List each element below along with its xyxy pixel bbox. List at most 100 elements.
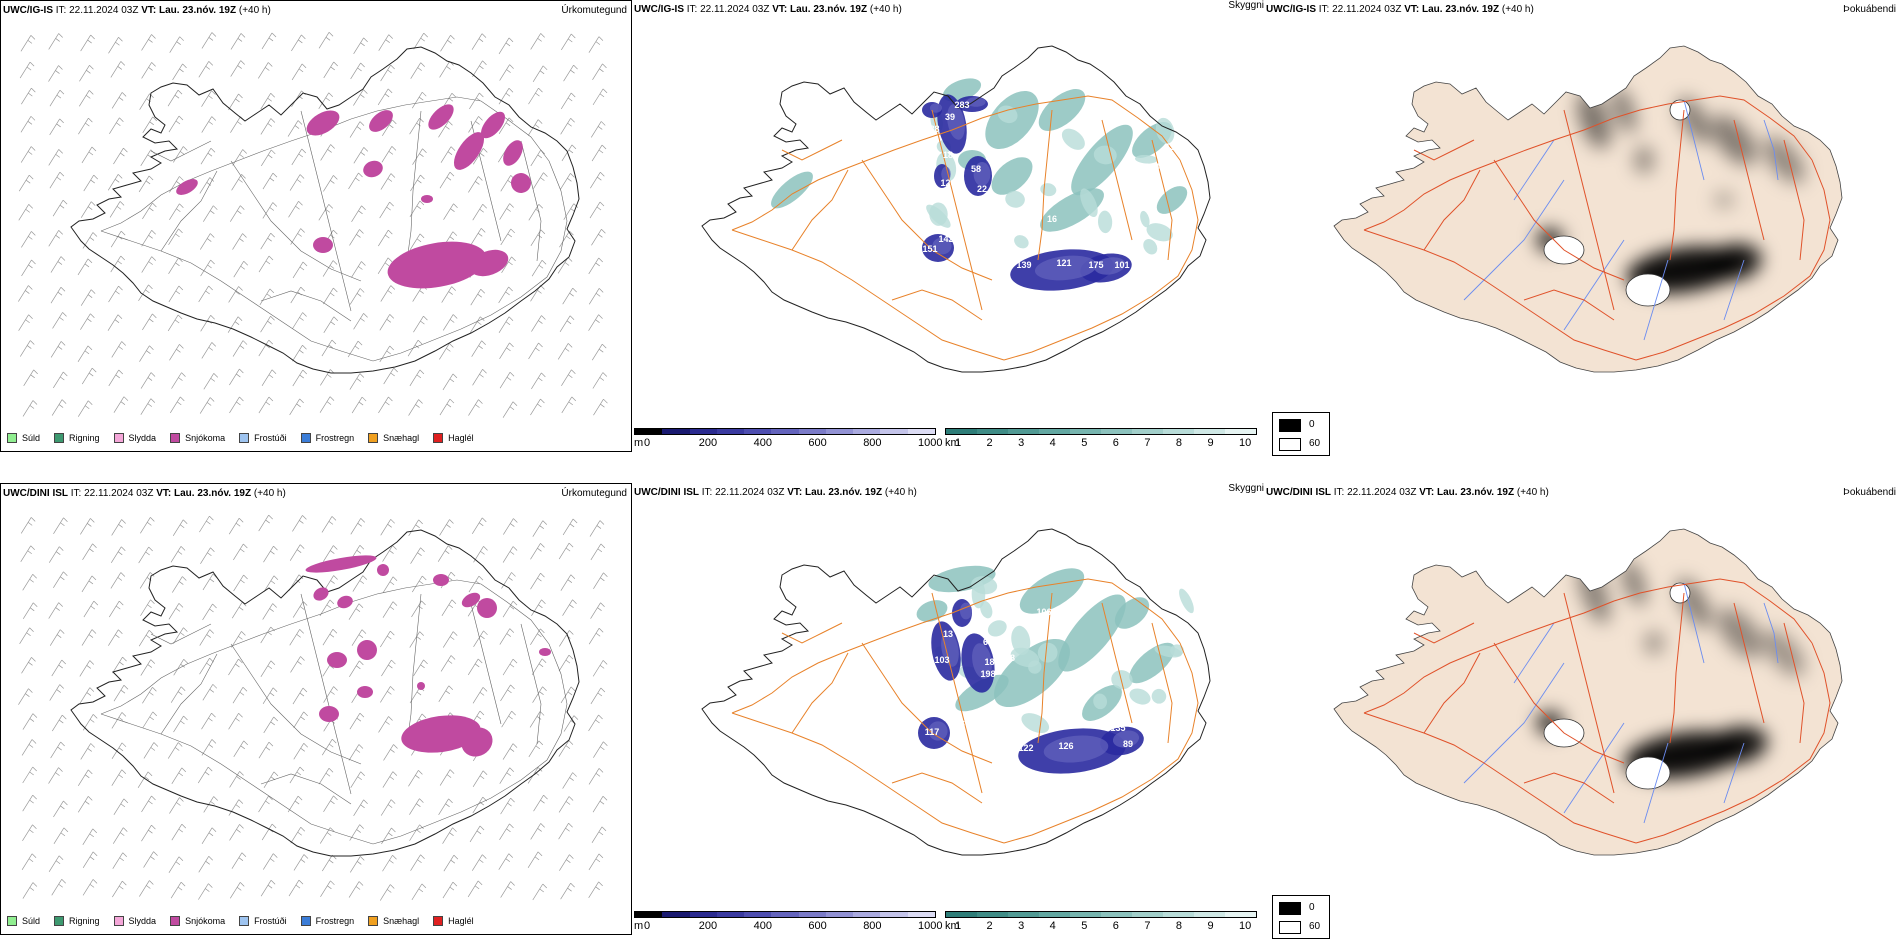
cloudbase-label: 488 — [924, 124, 939, 134]
precip-legend-swatch — [368, 433, 379, 443]
precip-legend-label: Slydda — [128, 433, 157, 443]
colorbar-tick-label: 1000 — [918, 920, 943, 932]
precip-legend-swatch — [170, 433, 181, 443]
precip-legend-item: Haglél — [433, 916, 474, 926]
cloud-visibility-map: 106 13 67 103 78 183 198 155 117 16 122 126 135 89 529 — [701, 528, 1211, 856]
fog-panel: UWC/IG-IS IT: 22.11.2024 03Z VT: Lau. 23… — [1264, 0, 1900, 452]
colorbar-unit: km — [945, 437, 960, 449]
cloudbase-label: 126 — [1058, 741, 1073, 751]
panel-title-fog: Þokuábendi — [1843, 4, 1896, 15]
cloudbase-label: 18 — [943, 150, 953, 160]
cloudbase-label: 142 — [938, 234, 953, 244]
precip-legend-item: Snjókoma — [170, 433, 225, 443]
fog-areas — [1536, 560, 1805, 779]
precip-legend-swatch — [7, 433, 17, 443]
model-name: UWC/DINI ISL — [634, 487, 699, 498]
cloudbase-label: 67 — [983, 637, 993, 647]
precip-legend: Súld Rigning Slydda Snjókoma Frostúði Frostre… — [7, 916, 488, 926]
panel-title-fog: Þokuábendi — [1843, 487, 1896, 498]
cloudbase-label: 139 — [1016, 260, 1031, 270]
iceland-outline — [70, 46, 580, 374]
precip-legend-swatch — [113, 433, 124, 443]
panel-header: UWC/DINI ISL IT: 22.11.2024 03Z VT: Lau.… — [634, 487, 917, 498]
lead-time: (+40 h) — [869, 4, 902, 15]
it-value: 22.11.2024 03Z — [69, 5, 142, 16]
cloudbase-label: 16 — [955, 719, 965, 729]
precip-type-map — [18, 32, 608, 418]
precip-legend-label: Snæhagl — [383, 433, 420, 443]
precip-legend-label: Frostúði — [254, 916, 287, 926]
cloudbase-label: 529 — [1062, 773, 1077, 783]
cloudbase-label: 122 — [1018, 743, 1033, 753]
vt-value: Lau. 23.nóv. 19Z — [790, 4, 868, 15]
precip-legend-item: Rigning — [54, 433, 100, 443]
panel-header: UWC/IG-IS IT: 22.11.2024 03Z VT: Lau. 23… — [3, 5, 271, 16]
colorbar-unit: km — [945, 920, 960, 932]
cloudbase-colorbar: m 0 200 400 600 800 1000 — [632, 911, 942, 935]
colorbar-tick-label: 3 — [1018, 920, 1025, 932]
cloud-visibility-panel: 283 39 488 18 58 120 22 254 434 16 142 151 139 121 175… — [632, 0, 1264, 452]
fog-legend: 0 60 — [1272, 412, 1330, 456]
fog-panel: UWC/DINI ISL IT: 22.11.2024 03Z VT: Lau.… — [1264, 483, 1900, 935]
cloudbase-labels: 106 13 67 103 78 183 198 155 117 16 122 126 135 89 529 — [925, 607, 1133, 783]
vt-value: Lau. 23.nóv. 19Z — [1422, 4, 1500, 15]
cloudbase-label: 120 — [940, 178, 955, 188]
precip-legend-item: Snjókoma — [170, 916, 225, 926]
it-label: IT: — [701, 487, 713, 498]
cloudbase-colorbar: m 0 200 400 600 800 1000 — [632, 428, 942, 452]
fog-legend-swatch-0 — [1279, 902, 1301, 915]
precip-type-panel: UWC/IG-IS IT: 22.11.2024 03Z VT: Lau. 23… — [0, 0, 632, 452]
precip-legend-label: Snjókoma — [185, 433, 226, 443]
precip-legend-label: Frostúði — [254, 433, 287, 443]
road-network — [1363, 95, 1831, 361]
colorbar-gradient — [945, 428, 1257, 435]
lead-time: (+40 h) — [1516, 487, 1549, 498]
precip-legend-swatch — [433, 433, 444, 443]
land-area — [1334, 46, 1842, 372]
forecast-row: UWC/DINI ISL IT: 22.11.2024 03Z VT: Lau.… — [0, 483, 1900, 950]
cloudbase-label: 183 — [984, 657, 999, 667]
cloudbase-label: 753 — [1058, 292, 1073, 302]
visibility-areas — [771, 78, 1188, 255]
fog-map — [1333, 45, 1843, 373]
precip-legend-item: Slydda — [113, 433, 157, 443]
rivers — [1463, 582, 1779, 824]
colorbar-tick-label: 2 — [986, 437, 993, 449]
precip-legend-label: Snæhagl — [383, 916, 420, 926]
cloudbase-label: 89 — [1123, 739, 1133, 749]
precip-legend-swatch — [239, 433, 250, 443]
cloudbase-label: 22 — [977, 184, 987, 194]
vt-value: Lau. 23.nóv. 19Z — [805, 487, 883, 498]
precip-legend-item: Súld — [7, 433, 40, 443]
iceland-outline — [70, 529, 580, 857]
precip-legend-swatch — [433, 916, 444, 926]
iceland-outline — [1333, 528, 1843, 856]
precip-legend-swatch — [300, 433, 311, 443]
cloudbase-label: 58 — [971, 164, 981, 174]
colorbar-tick-label: 5 — [1081, 437, 1088, 449]
colorbar-tick-label: 3 — [1018, 437, 1025, 449]
vt-value: Lau. 23.nóv. 19Z — [1437, 487, 1515, 498]
panel-header: UWC/DINI ISL IT: 22.11.2024 03Z VT: Lau.… — [3, 488, 286, 499]
colorbar-tick-label: 8 — [1175, 920, 1182, 932]
road-network — [1363, 578, 1831, 844]
precip-legend-item: Slydda — [113, 916, 156, 926]
cloudbase-label: 106 — [1036, 607, 1051, 617]
colorbar-tick-label: 400 — [753, 920, 772, 932]
vt-label: VT: — [141, 5, 157, 16]
road-network — [100, 96, 568, 362]
colorbar-tick-label: 1 — [955, 920, 962, 932]
precip-legend-swatch — [170, 916, 181, 926]
colorbar-unit: m — [634, 437, 644, 449]
lead-time: (+40 h) — [253, 488, 286, 499]
colorbar-tick-label: 600 — [808, 920, 827, 932]
precip-legend: Súld Rigning Slydda Snjókoma Frostúði Frostre… — [7, 433, 488, 443]
precip-legend-label: Súld — [22, 433, 41, 443]
colorbar-unit: m — [634, 920, 644, 932]
vt-label: VT: — [1419, 487, 1435, 498]
colorbar-tick-label: 0 — [644, 437, 651, 449]
iceland-outline — [1333, 45, 1843, 373]
precip-legend-swatch — [239, 916, 250, 926]
road-network — [731, 578, 1199, 844]
